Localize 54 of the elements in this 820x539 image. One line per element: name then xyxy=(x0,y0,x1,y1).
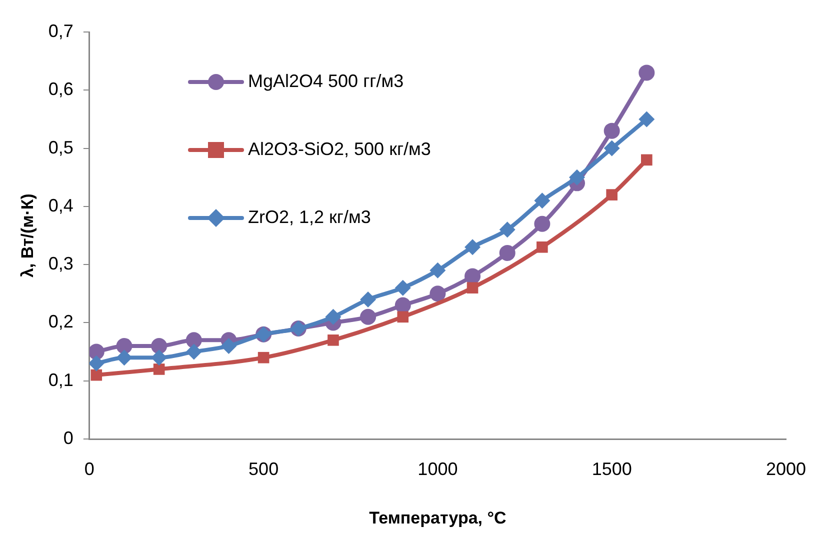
point xyxy=(360,308,376,325)
point xyxy=(641,154,652,166)
point xyxy=(466,282,478,294)
point xyxy=(604,140,620,156)
x-tick-label: 500 xyxy=(248,458,279,479)
y-tick-label: 0,7 xyxy=(48,20,74,41)
point xyxy=(186,344,202,360)
point xyxy=(534,216,550,232)
point xyxy=(360,291,376,308)
y-tick-label: 0,4 xyxy=(48,195,74,216)
point xyxy=(153,364,165,375)
point xyxy=(638,64,655,81)
legend-label: MgAl2O4 500 гг/м3 xyxy=(248,70,404,91)
legend-label: Al2O3-SiO2, 500 кг/м3 xyxy=(248,138,431,159)
y-tick-label: 0 xyxy=(63,428,74,448)
point xyxy=(328,334,339,346)
x-tick-label: 1500 xyxy=(592,458,632,479)
point xyxy=(116,338,132,354)
x-axis-title: Температура, °C xyxy=(369,508,506,528)
point xyxy=(89,355,104,372)
x-tick-label: 0 xyxy=(84,458,94,479)
point xyxy=(569,169,586,186)
point xyxy=(430,262,446,278)
y-axis-title: λ, Вт/(м·К) xyxy=(18,194,37,278)
y-tick-label: 0,2 xyxy=(48,312,74,332)
y-tick-label: 0,1 xyxy=(48,370,74,390)
point xyxy=(499,222,516,238)
y-tick-label: 0,5 xyxy=(48,137,74,158)
y-tick-label: 0,3 xyxy=(48,254,74,274)
point xyxy=(638,111,655,128)
point xyxy=(258,352,270,364)
point xyxy=(536,241,548,253)
y-tick-label: 0,6 xyxy=(48,79,74,100)
point xyxy=(606,189,618,200)
point xyxy=(325,308,342,325)
point xyxy=(151,350,168,366)
point xyxy=(394,280,411,296)
x-tick-label: 2000 xyxy=(766,458,806,479)
point xyxy=(220,338,237,354)
point xyxy=(89,344,104,360)
point xyxy=(394,297,411,314)
legend-label: ZrO2, 1,2 кг/м3 xyxy=(248,206,371,227)
point xyxy=(464,268,481,284)
point xyxy=(397,311,409,323)
point xyxy=(430,286,446,302)
point xyxy=(90,369,102,381)
point xyxy=(464,239,481,256)
point xyxy=(116,350,132,366)
point xyxy=(499,244,516,261)
x-tick-label: 1000 xyxy=(418,458,458,479)
point xyxy=(534,192,550,209)
point xyxy=(604,122,620,139)
point xyxy=(186,332,202,348)
point xyxy=(151,338,168,354)
